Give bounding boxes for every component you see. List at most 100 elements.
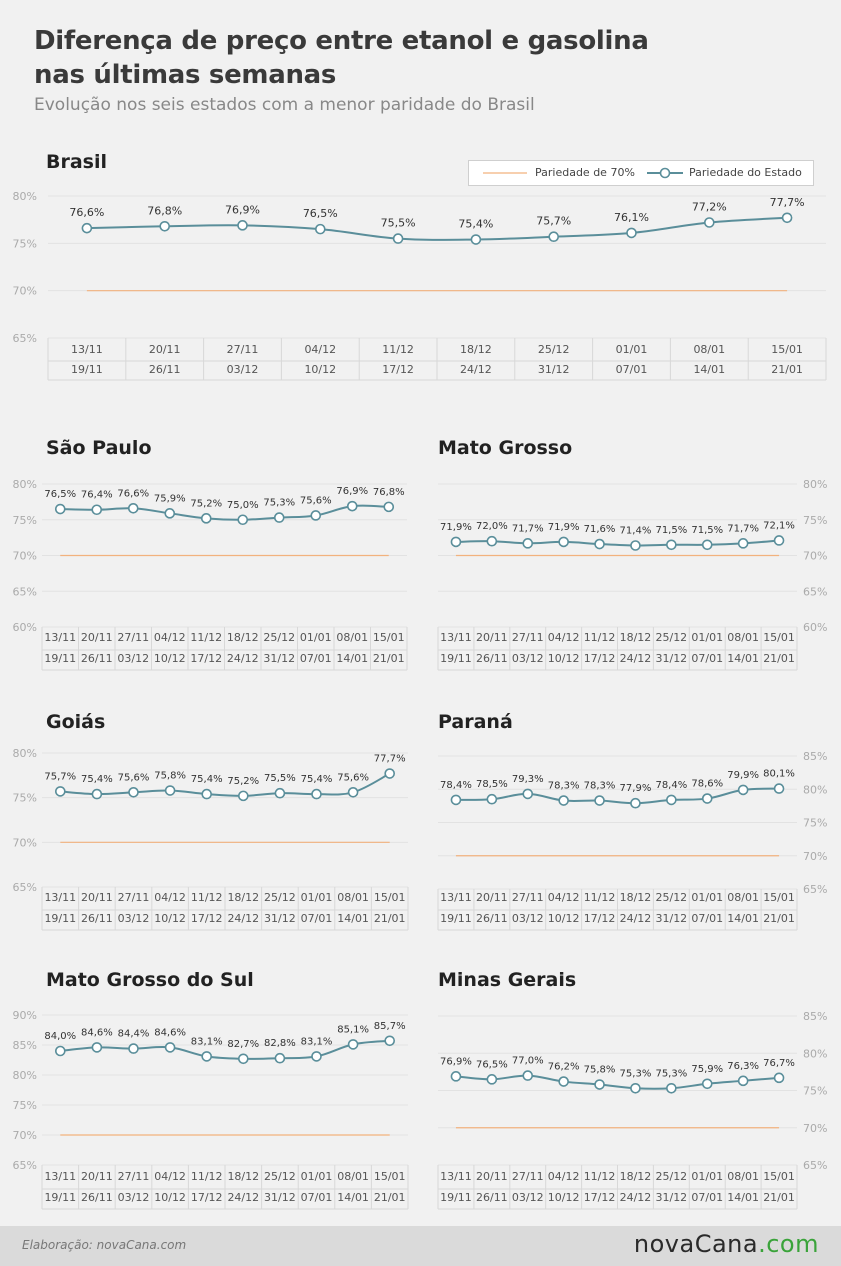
data-point (486, 535, 498, 547)
data-point (666, 1082, 677, 1094)
y-tick-label: 70% (13, 1129, 37, 1142)
data-label: 76,3% (727, 1061, 759, 1072)
week-end-label: 17/12 (190, 652, 222, 665)
y-tick-label: 80% (13, 1069, 37, 1082)
y-tick-label: 75% (13, 792, 37, 805)
data-label: 76,9% (225, 203, 260, 216)
week-end-label: 03/12 (118, 1191, 150, 1204)
week-start-label: 13/11 (440, 1170, 472, 1183)
chart-panel-brasil: Brasil 65% 70% 75% 80% 76,6% 76,8% 76,9% 76,5% 7… (0, 150, 841, 385)
week-end-label: 21/01 (771, 363, 803, 376)
week-end-label: 31/12 (264, 1191, 296, 1204)
week-start-label: 11/12 (191, 891, 223, 904)
line-chart-goias: 65% 70% 75% 80% 75,7% 75,4% 75,6% 75,8% 75,4% 75,… (13, 747, 409, 931)
week-end-label: 07/01 (301, 1191, 333, 1204)
week-end-label: 17/12 (584, 912, 616, 925)
week-end-label: 26/11 (476, 912, 508, 925)
data-point (273, 512, 285, 523)
data-label: 83,1% (191, 1036, 223, 1047)
data-label: 84,4% (118, 1029, 150, 1040)
data-point (737, 784, 749, 796)
chart-panel-minas-gerais: Minas Gerais 65% 70% 75% 80% 85% 76,9% 76,5% 77… (420, 968, 841, 1216)
week-end-label: 26/11 (81, 912, 113, 925)
week-start-label: 13/11 (440, 891, 472, 904)
week-end-label: 07/01 (300, 652, 332, 665)
data-point (450, 536, 462, 548)
data-label: 76,8% (147, 204, 182, 217)
week-start-label: 08/01 (727, 891, 759, 904)
data-label: 75,6% (300, 495, 332, 506)
y-tick-label: 70% (803, 850, 827, 863)
data-point (773, 535, 785, 546)
data-label: 76,5% (476, 1059, 508, 1070)
week-start-label: 15/01 (763, 891, 795, 904)
y-tick-label: 80% (803, 783, 827, 796)
data-label: 78,3% (584, 781, 616, 792)
week-start-label: 04/12 (154, 891, 186, 904)
panel-title: Goiás (46, 711, 106, 733)
data-point (383, 501, 395, 513)
week-end-label: 10/12 (548, 652, 580, 665)
week-start-label: 15/01 (373, 631, 405, 644)
week-end-label: 19/11 (71, 363, 103, 376)
data-point (594, 538, 605, 550)
y-tick-label: 75% (803, 817, 827, 830)
data-label: 71,4% (620, 525, 652, 536)
data-point (522, 1070, 534, 1081)
y-tick-label: 75% (13, 1099, 37, 1112)
week-start-label: 20/11 (81, 631, 113, 644)
data-label: 77,2% (692, 201, 727, 214)
data-point (773, 783, 785, 794)
data-point (238, 790, 249, 802)
data-label: 78,5% (476, 779, 508, 790)
week-start-label: 18/12 (620, 1170, 652, 1183)
week-end-label: 07/01 (691, 912, 723, 925)
week-start-label: 25/12 (655, 891, 687, 904)
data-point (347, 787, 359, 798)
week-end-label: 19/11 (440, 652, 472, 665)
week-start-label: 13/11 (44, 631, 76, 644)
week-start-label: 15/01 (763, 1170, 795, 1183)
data-point (558, 1076, 569, 1087)
data-point (127, 503, 139, 514)
data-label: 77,0% (512, 1056, 544, 1067)
week-end-label: 07/01 (691, 652, 723, 665)
week-end-label: 17/12 (584, 1191, 616, 1204)
data-label: 71,7% (727, 523, 759, 534)
data-point (781, 212, 793, 224)
y-tick-label: 60% (803, 621, 827, 634)
week-end-label: 24/12 (620, 912, 652, 925)
week-end-label: 10/12 (304, 363, 336, 376)
y-tick-label: 80% (803, 1047, 827, 1060)
data-label: 75,6% (337, 772, 369, 783)
data-label: 76,9% (440, 1056, 472, 1067)
panel-title: Mato Grosso do Sul (46, 969, 254, 991)
data-point (522, 788, 534, 800)
y-tick-label: 65% (13, 881, 37, 894)
week-start-label: 20/11 (476, 891, 508, 904)
week-end-label: 10/12 (548, 912, 580, 925)
week-end-label: 31/12 (263, 652, 295, 665)
week-end-label: 26/11 (81, 1191, 113, 1204)
y-tick-label: 80% (803, 478, 827, 491)
week-end-label: 14/01 (727, 912, 759, 925)
data-label: 78,4% (655, 780, 687, 791)
data-point (81, 222, 93, 234)
week-start-label: 04/12 (548, 631, 580, 644)
week-start-label: 01/01 (691, 631, 723, 644)
week-start-label: 27/11 (118, 891, 150, 904)
week-end-label: 19/11 (440, 912, 472, 925)
data-label: 76,9% (336, 486, 368, 497)
series-line (86, 216, 788, 241)
week-start-label: 13/11 (44, 1170, 76, 1183)
week-start-label: 20/11 (476, 631, 508, 644)
week-end-label: 07/01 (301, 912, 333, 925)
week-start-label: 04/12 (304, 343, 336, 356)
data-label: 75,2% (190, 498, 222, 509)
week-start-label: 04/12 (154, 631, 186, 644)
week-end-label: 03/12 (117, 652, 149, 665)
line-chart-sao-paulo: 60% 65% 70% 75% 80% 76,5% 76,4% 76,6% 75,9% 75,2%… (13, 478, 408, 671)
data-label: 75,4% (81, 774, 113, 785)
week-start-label: 27/11 (512, 891, 544, 904)
week-end-label: 10/12 (154, 652, 186, 665)
